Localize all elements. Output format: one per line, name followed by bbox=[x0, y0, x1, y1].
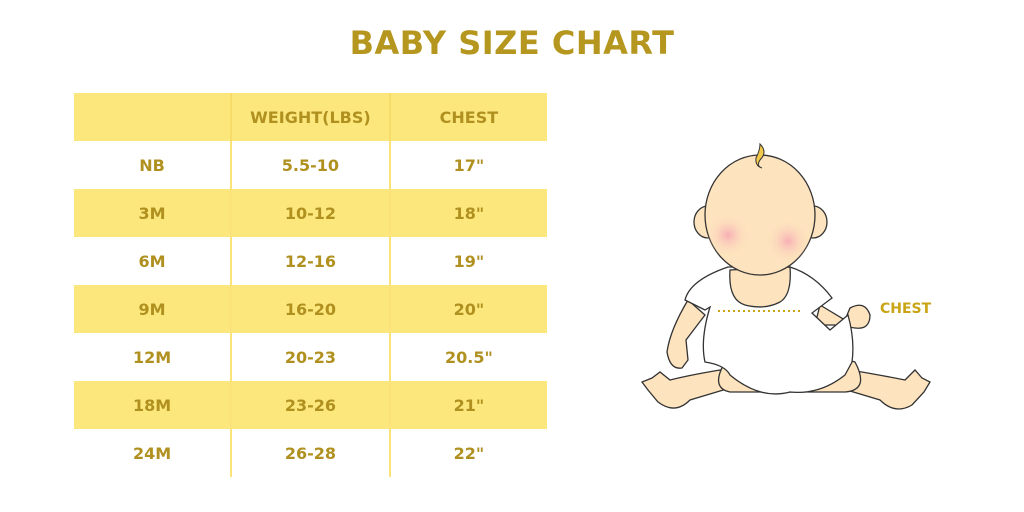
table-cell: 12-16 bbox=[230, 237, 390, 285]
table-cell: 20" bbox=[388, 285, 547, 333]
table-cell: 12M bbox=[132, 347, 172, 367]
table-cell: 23-26 bbox=[230, 381, 390, 429]
table-cell: CHEST bbox=[388, 93, 547, 141]
baby-illustration bbox=[640, 142, 931, 410]
table-row: 12M 20-23 20.5" bbox=[74, 333, 547, 381]
table-row: 3M 10-12 18" bbox=[74, 189, 547, 237]
table-cell: WEIGHT(LBS) bbox=[230, 93, 390, 141]
chest-label: CHEST bbox=[880, 301, 932, 317]
page-title: BABY SIZE CHART bbox=[349, 24, 675, 62]
table-cell: NB bbox=[139, 155, 165, 175]
table-cell: 20-23 bbox=[230, 333, 390, 381]
table-cell: 16-20 bbox=[230, 285, 390, 333]
table-cell: 21" bbox=[388, 381, 547, 429]
table-cell: 20.5" bbox=[388, 333, 547, 381]
table-cell: 18" bbox=[388, 189, 547, 237]
table-row: 9M 16-20 20" bbox=[74, 285, 547, 333]
table-row: 6M 12-16 19" bbox=[74, 237, 547, 285]
table-header-row: WEIGHT(LBS) CHEST bbox=[74, 93, 547, 141]
table-row: NB 5.5-10 17" bbox=[74, 141, 547, 189]
table-cell: 5.5-10 bbox=[230, 141, 390, 189]
table-cell: 3M bbox=[74, 189, 232, 237]
size-chart-table: WEIGHT(LBS) CHEST NB 5.5-10 17" 3M 10-12 18" 6M 1… bbox=[74, 93, 547, 477]
table-cell: 10-12 bbox=[230, 189, 390, 237]
table-cell: 9M bbox=[74, 285, 232, 333]
table-cell: 26-28 bbox=[230, 429, 390, 477]
table-cell: 6M bbox=[138, 251, 166, 271]
table-cell: 24M bbox=[132, 443, 172, 463]
table-row: 18M 23-26 21" bbox=[74, 381, 547, 429]
table-cell: 19" bbox=[388, 237, 547, 285]
table-cell: 18M bbox=[74, 381, 232, 429]
table-cell bbox=[74, 93, 232, 141]
table-cell: 17" bbox=[388, 141, 547, 189]
table-row: 24M 26-28 22" bbox=[74, 429, 547, 477]
table-cell: 22" bbox=[388, 429, 547, 477]
